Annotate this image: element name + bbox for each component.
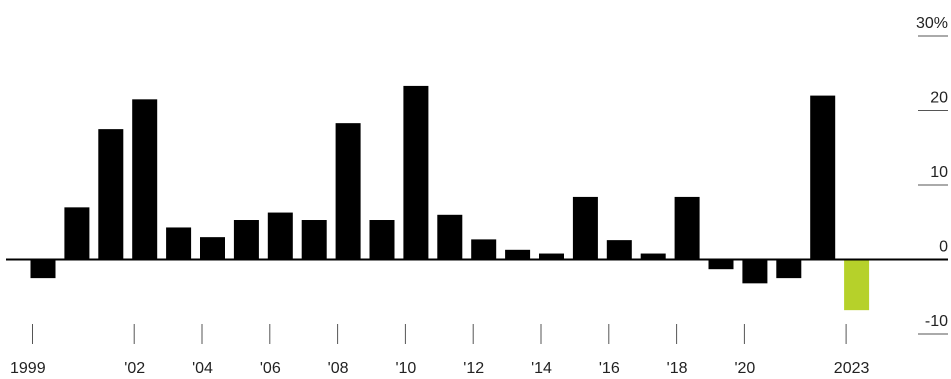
bar-2006: [267, 212, 293, 260]
y-tick-label: 30%: [916, 15, 948, 32]
bar-2020: [742, 259, 768, 284]
x-axis: 1999 '02 '04 '06 '08 '10 '12 '14 '16 '18 '20 2023: [10, 324, 869, 377]
bar-1999: [30, 259, 56, 279]
bar-2017: [640, 253, 666, 260]
bar-2010: [403, 85, 429, 260]
bar-2001: [98, 129, 124, 260]
bar-2007: [301, 220, 327, 260]
x-tick-label: '06: [260, 360, 281, 377]
x-tick-label: '08: [328, 360, 349, 377]
bar-2015: [572, 196, 598, 260]
x-tick-label: '12: [463, 360, 484, 377]
bar-2008: [335, 123, 361, 260]
x-tick-label: 2023: [834, 360, 870, 377]
y-tick-label: 10: [930, 164, 948, 181]
bar-2014: [539, 253, 564, 260]
x-tick-label: 1999: [10, 360, 46, 377]
bar-2019: [708, 259, 734, 270]
bar-2012: [471, 239, 497, 260]
y-axis: 30% 20 10 0 -10: [916, 15, 948, 335]
y-tick-label: 20: [930, 90, 948, 107]
bar-2011: [437, 214, 463, 260]
y-tick-label: 0: [939, 239, 948, 256]
bar-2003: [166, 227, 192, 260]
bar-2004: [200, 237, 225, 260]
bar-2002: [132, 99, 158, 260]
x-tick-label: '10: [395, 360, 416, 377]
x-tick-label: '16: [599, 360, 620, 377]
bar-2000: [64, 207, 90, 260]
bar-2023: [844, 259, 870, 311]
x-tick-label: '02: [124, 360, 145, 377]
bar-2021: [776, 259, 802, 279]
x-tick-label: '20: [734, 360, 755, 377]
bar-2009: [369, 220, 395, 260]
bar-2018: [674, 196, 700, 260]
bar-2013: [505, 249, 531, 260]
x-tick-label: '04: [192, 360, 213, 377]
bars: [30, 85, 870, 311]
bar-2016: [606, 240, 632, 260]
bar-2005: [233, 220, 259, 260]
bar-2022: [810, 95, 836, 260]
x-tick-label: '14: [531, 360, 552, 377]
x-tick-label: '18: [667, 360, 688, 377]
y-tick-label: -10: [925, 313, 948, 330]
